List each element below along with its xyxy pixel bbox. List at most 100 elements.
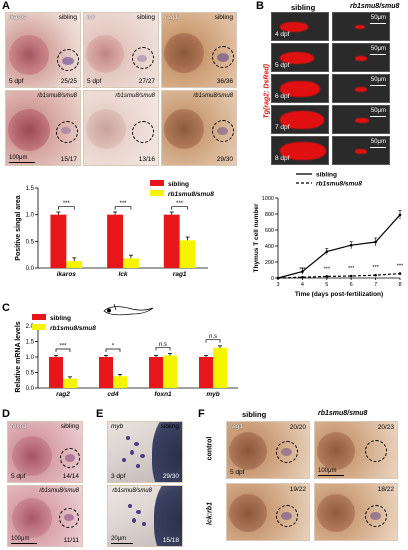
sig-label: *** bbox=[397, 264, 404, 270]
confocal-mutant: 50μm bbox=[332, 105, 390, 134]
thymus-signal bbox=[355, 55, 367, 61]
genotype-label: sibling bbox=[58, 14, 77, 21]
gene-label: lck bbox=[87, 14, 95, 21]
bar bbox=[49, 357, 63, 388]
legend-label: rb1smu8/smu8 bbox=[316, 181, 362, 188]
thymus-signal bbox=[355, 148, 367, 154]
data-point bbox=[374, 273, 377, 277]
sig-bracket bbox=[171, 206, 188, 210]
confocal-mutant: 50μm bbox=[332, 74, 390, 103]
y-tick-label: 1.0 bbox=[26, 355, 35, 361]
sig-bracket bbox=[114, 206, 132, 210]
sig-label: n.s bbox=[159, 342, 167, 348]
count-label: 11/11 bbox=[63, 537, 79, 544]
data-point bbox=[276, 276, 280, 280]
y-tick-label: 0.0 bbox=[26, 266, 35, 272]
confocal-mutant: 50μm bbox=[332, 43, 390, 72]
ish-tile-rag1-control-mutant: 100μm 20/23 bbox=[314, 421, 398, 479]
genotype-label: rb1smu8/smu8 bbox=[112, 488, 152, 494]
legend-swatch bbox=[150, 180, 164, 186]
y-tick-label: 2.0 bbox=[26, 324, 35, 330]
count-label: 15/18 bbox=[162, 537, 179, 544]
gene-label: ikaros bbox=[9, 14, 27, 21]
y-tick-label: 600 bbox=[265, 228, 274, 234]
stage-label: 7 dpf bbox=[275, 124, 290, 131]
legend-swatch bbox=[32, 314, 46, 320]
confocal-sibling: 6 dpf bbox=[271, 74, 329, 103]
panel-letter-f: F bbox=[198, 408, 205, 420]
count-label: 14/14 bbox=[62, 473, 79, 480]
confocal-sibling: 4 dpf bbox=[271, 12, 329, 41]
x-tick-label: ikaros bbox=[57, 271, 77, 278]
ish-tile-lck-mutant: rb1smu8/smu8 13/16 bbox=[83, 90, 159, 166]
series-line bbox=[277, 273, 401, 279]
genotype-label: rb1smu8/smu8 bbox=[39, 488, 79, 494]
bar bbox=[66, 261, 83, 268]
stage-label: 5 dpf bbox=[9, 78, 24, 85]
y-tick-label: 1000 bbox=[262, 196, 274, 202]
data-point bbox=[301, 275, 304, 279]
sig-bracket bbox=[105, 348, 121, 352]
sig-label: *** bbox=[63, 201, 71, 207]
bar bbox=[107, 214, 123, 268]
thymus-signal bbox=[355, 86, 367, 92]
ish-tile-foxn1-sibling: foxn1 sibling 5 dpf 14/14 bbox=[7, 421, 83, 483]
ish-tile-myb-mutant: rb1smu8/smu8 20μm 15/18 bbox=[107, 485, 183, 547]
ish-tile-lck-sibling: lck sibling 5 dpf 27/27 bbox=[83, 12, 159, 88]
x-tick-label: myb bbox=[206, 391, 219, 398]
y-tick-label: 1.5 bbox=[26, 340, 35, 346]
count-label: 18/22 bbox=[377, 486, 394, 493]
legend-label: sibling bbox=[316, 172, 337, 179]
y-tick-label: 0.5 bbox=[26, 371, 35, 377]
zebrafish-larva-icon bbox=[103, 303, 154, 316]
count-label: 25/25 bbox=[60, 78, 77, 85]
scale-bar bbox=[111, 543, 133, 544]
sig-label: *** bbox=[324, 266, 331, 272]
legend-label: rb1smu8/smu8 bbox=[50, 325, 96, 332]
sig-label: *** bbox=[119, 201, 127, 207]
legend-swatch bbox=[32, 324, 46, 330]
scale-bar bbox=[370, 54, 386, 55]
bar bbox=[113, 376, 127, 388]
sig-label: *** bbox=[176, 201, 184, 207]
x-tick-label: 6 bbox=[350, 282, 353, 288]
thymus-signal bbox=[355, 25, 365, 29]
ish-tile-rag1-sibling: rag1 sibling 36/36 bbox=[161, 12, 237, 88]
genotype-label: sibling bbox=[136, 14, 155, 21]
panel-letter-a: A bbox=[2, 0, 10, 12]
genotype-label: rb1smu8/smu8 bbox=[37, 93, 77, 99]
sig-label: n.s bbox=[209, 334, 217, 340]
x-tick-label: lck bbox=[118, 271, 127, 278]
bar bbox=[149, 357, 163, 388]
x-tick-label: 8 bbox=[398, 282, 401, 288]
bar bbox=[123, 258, 139, 268]
scale-label: 100μm bbox=[11, 536, 30, 542]
x-tick-label: foxn1 bbox=[154, 391, 172, 398]
genotype-label: sibling bbox=[60, 423, 79, 430]
bar bbox=[163, 355, 177, 388]
y-axis-label: Positive singal area bbox=[15, 195, 22, 260]
x-tick-label: 5 bbox=[325, 282, 328, 288]
y-axis-label: Thymus T cell number bbox=[253, 203, 260, 272]
scale-label: 50μm bbox=[370, 15, 386, 21]
gene-label: rag1 bbox=[230, 423, 244, 430]
chart-c: 0.0 0.5 1.0 1.5 2.0 Relative mRNA levels rag2 *… bbox=[15, 314, 238, 398]
scale-label: 50μm bbox=[370, 77, 386, 83]
stage-label: 5 dpf bbox=[87, 78, 102, 85]
legend-label: rb1smu8/smu8 bbox=[168, 191, 214, 198]
bar bbox=[213, 347, 227, 388]
data-point bbox=[349, 274, 353, 278]
legend-swatch bbox=[150, 190, 164, 196]
panel-letter-c: C bbox=[2, 302, 10, 314]
ish-tile-ikaros-mutant: rb1smu8/smu8 100μm 15/17 bbox=[5, 90, 81, 166]
ish-tile-rag1-mutant: rb1smu8/smu8 29/30 bbox=[161, 90, 237, 166]
ish-tile-rag1-lckrb1-mutant: 18/22 bbox=[314, 483, 398, 541]
sig-label: *** bbox=[299, 267, 306, 273]
count-label: 13/16 bbox=[138, 156, 155, 163]
sig-bracket bbox=[55, 348, 71, 352]
row-label-control: control bbox=[206, 436, 214, 461]
bar bbox=[179, 240, 196, 268]
thymus-signal bbox=[355, 117, 369, 123]
y-tick-label: 1.5 bbox=[26, 186, 35, 192]
x-tick-label: 7 bbox=[374, 282, 377, 288]
